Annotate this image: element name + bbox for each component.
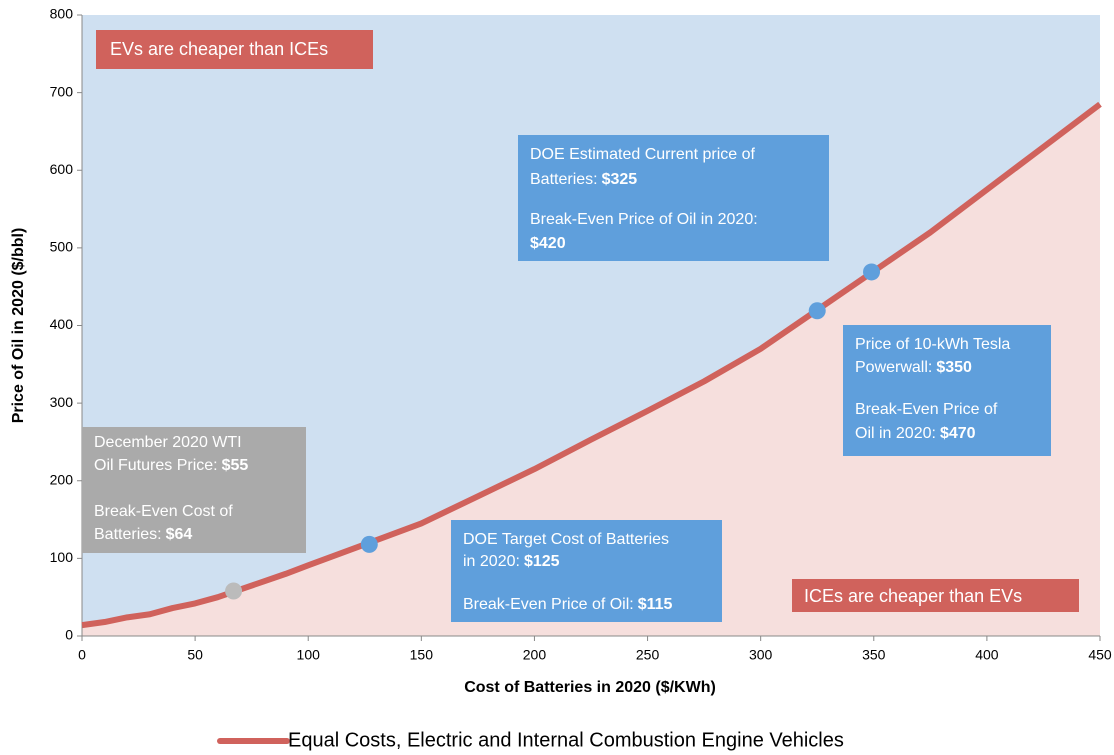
x-tick-label: 300 — [749, 647, 773, 663]
annotation-text: Price of 10-kWh Tesla — [855, 336, 1010, 353]
annotation-box — [843, 325, 1051, 456]
annotation-text: DOE Target Cost of Batteries — [463, 531, 669, 548]
annotation: DOE Estimated Current price of Batteries:… — [518, 135, 829, 261]
annotation-text: EVs are cheaper than ICEs — [110, 39, 328, 59]
x-tick-label: 450 — [1088, 647, 1112, 663]
x-axis-title: Cost of Batteries in 2020 ($/KWh) — [464, 679, 716, 696]
y-tick-label: 800 — [50, 6, 74, 22]
x-tick-label: 200 — [523, 647, 547, 663]
annotation-line: Powerwall: — [855, 359, 932, 376]
annotation-value: $55 — [222, 457, 249, 474]
annotation-text: Oil in 2020: $470 — [855, 425, 976, 442]
x-tick-label: 150 — [410, 647, 434, 663]
annotation-text: December 2020 WTI — [94, 434, 242, 451]
marker — [225, 582, 243, 600]
annotation: December 2020 WTI Oil Futures Price: $55 Br… — [82, 427, 306, 553]
annotation-box — [518, 135, 829, 261]
annotation-line: DOE Target Cost of Batteries — [463, 531, 669, 548]
annotation-value: $420 — [530, 235, 566, 252]
annotation-text: Break-Even Price of Oil in 2020: — [530, 211, 758, 228]
annotation-value: $115 — [638, 596, 673, 613]
annotation-line: Break-Even Price of — [855, 401, 998, 418]
marker — [360, 535, 378, 553]
y-tick-label: 300 — [50, 394, 74, 410]
annotation-text: Break-Even Cost of — [94, 503, 233, 520]
x-tick-label: 100 — [297, 647, 321, 663]
annotation-box — [792, 579, 1079, 612]
y-tick-label: 0 — [65, 627, 73, 643]
annotation-line: DOE Estimated Current price of — [530, 146, 756, 163]
annotation: Price of 10-kWh Tesla Powerwall: $350 Break… — [843, 325, 1051, 456]
y-tick-label: 400 — [50, 316, 74, 332]
area-below — [82, 104, 1100, 637]
annotation: ICEs are cheaper than EVs — [792, 579, 1079, 612]
annotation-line: Oil Futures Price: — [94, 457, 218, 474]
annotation-value: $125 — [524, 553, 560, 570]
annotation-line: December 2020 WTI — [94, 434, 242, 451]
annotation: EVs are cheaper than ICEs — [96, 30, 373, 69]
annotation: DOE Target Cost of Batteries in 2020: $125… — [451, 520, 722, 622]
y-tick-label: 700 — [50, 83, 74, 99]
annotation-line: Batteries: — [94, 526, 162, 543]
marker — [808, 302, 826, 320]
annotation-line: EVs are cheaper than ICEs — [110, 39, 328, 59]
y-axis-title: Price of Oil in 2020 ($/bbl) — [10, 228, 27, 424]
y-tick-label: 100 — [50, 549, 74, 565]
annotation-box — [96, 30, 373, 69]
x-tick-label: 250 — [636, 647, 660, 663]
annotation-line: Oil in 2020: — [855, 425, 936, 442]
annotation-text: Break-Even Price of Oil: $115 — [463, 596, 673, 613]
legend-label: Equal Costs, Electric and Internal Combu… — [288, 729, 844, 751]
y-tick-label: 200 — [50, 471, 74, 487]
marker — [863, 263, 881, 281]
x-tick-label: 50 — [187, 647, 203, 663]
annotation-line: ICEs are cheaper than EVs — [804, 586, 1022, 606]
annotation-text: Batteries: $325 — [530, 171, 637, 188]
area-above — [82, 15, 1100, 626]
annotation-line: Price of 10-kWh Tesla — [855, 336, 1010, 353]
annotation-value: $350 — [936, 359, 972, 376]
y-tick-label: 600 — [50, 161, 74, 177]
annotation-text: in 2020: $125 — [463, 553, 560, 570]
annotation-text: Batteries: $64 — [94, 526, 192, 543]
x-tick-label: 400 — [975, 647, 999, 663]
annotation-box — [451, 520, 722, 622]
x-tick-label: 350 — [862, 647, 886, 663]
annotation-text: Break-Even Price of — [855, 401, 998, 418]
annotation-line: in 2020: — [463, 553, 520, 570]
annotation-value: $470 — [940, 425, 976, 442]
annotation-line: Break-Even Cost of — [94, 503, 233, 520]
annotation-box — [82, 427, 306, 553]
x-tick-label: 0 — [78, 647, 86, 663]
annotation-text: DOE Estimated Current price of — [530, 146, 756, 163]
annotation-value: $64 — [166, 526, 193, 543]
annotation-text: Oil Futures Price: $55 — [94, 457, 248, 474]
annotation-text: $420 — [530, 235, 566, 252]
annotation-value: $325 — [602, 171, 638, 188]
annotation-line: Batteries: — [530, 171, 598, 188]
annotation-text: Powerwall: $350 — [855, 359, 972, 376]
annotation-line: Break-Even Price of Oil in 2020: — [530, 211, 758, 228]
annotation-text: ICEs are cheaper than EVs — [804, 586, 1022, 606]
y-tick-label: 500 — [50, 239, 74, 255]
annotation-line: Break-Even Price of Oil: — [463, 596, 634, 613]
